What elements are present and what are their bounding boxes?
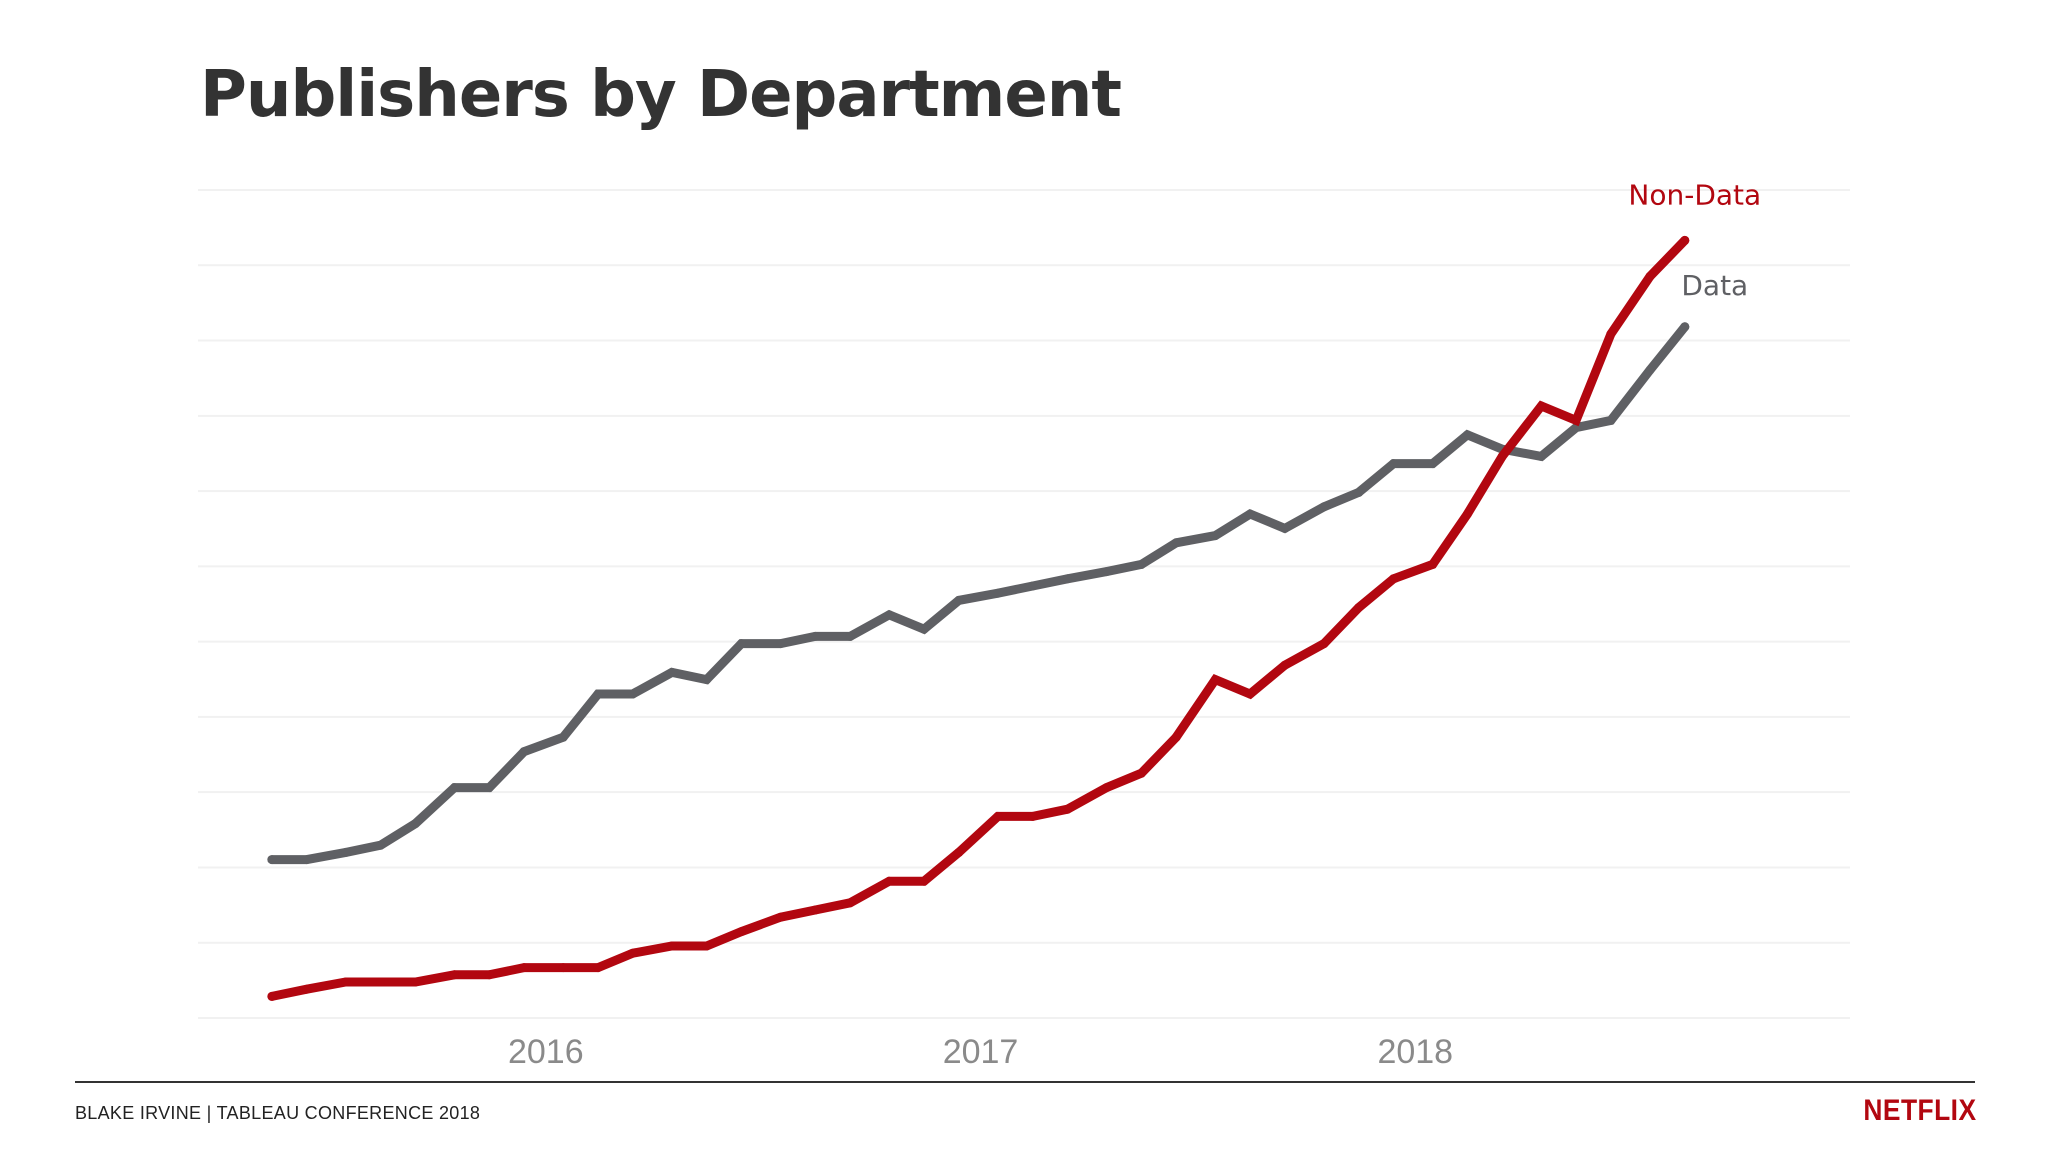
data-point-non-data xyxy=(1319,639,1329,649)
data-point-non-data xyxy=(919,876,929,886)
data-point-data xyxy=(954,595,964,605)
data-point-data xyxy=(1245,509,1255,519)
data-point-non-data xyxy=(1389,574,1399,584)
netflix-logo: NETFLIX xyxy=(1862,1094,1976,1127)
data-point-data xyxy=(341,847,351,857)
data-point-non-data xyxy=(410,977,420,987)
data-point-non-data xyxy=(484,970,494,980)
x-tick-label: 2017 xyxy=(943,1033,1019,1071)
data-point-non-data xyxy=(776,912,786,922)
data-point-non-data xyxy=(1171,732,1181,742)
data-point-non-data xyxy=(1680,235,1690,245)
footer-divider xyxy=(75,1081,1975,1083)
footer-credit: BLAKE IRVINE | TABLEAU CONFERENCE 2018 xyxy=(75,1103,481,1123)
series-line-non-data xyxy=(267,235,1690,1001)
data-point-data xyxy=(1645,365,1655,375)
data-point-data xyxy=(1280,523,1290,533)
data-point-data xyxy=(449,783,459,793)
data-point-non-data xyxy=(954,847,964,857)
data-point-non-data xyxy=(667,941,677,951)
data-point-non-data xyxy=(884,876,894,886)
data-point-data xyxy=(702,675,712,685)
x-tick-label: 2016 xyxy=(508,1033,584,1071)
data-point-non-data xyxy=(1245,689,1255,699)
x-tick-label: 2018 xyxy=(1377,1033,1453,1071)
data-point-non-data xyxy=(810,905,820,915)
data-point-data xyxy=(884,610,894,620)
data-point-non-data xyxy=(1102,783,1112,793)
data-point-data xyxy=(1428,459,1438,469)
data-point-data xyxy=(1536,451,1546,461)
data-point-non-data xyxy=(302,984,312,994)
data-point-non-data xyxy=(1428,559,1438,569)
data-point-data xyxy=(628,689,638,699)
data-point-data xyxy=(919,624,929,634)
data-point-data xyxy=(993,588,1003,598)
data-point-non-data xyxy=(376,977,386,987)
data-point-data xyxy=(519,747,529,757)
data-point-non-data xyxy=(558,963,568,973)
data-point-data xyxy=(1389,459,1399,469)
data-point-non-data xyxy=(845,898,855,908)
data-point-data xyxy=(302,855,312,865)
data-point-data xyxy=(593,689,603,699)
data-point-data xyxy=(736,639,746,649)
data-point-non-data xyxy=(341,977,351,987)
data-point-non-data xyxy=(519,963,529,973)
data-point-non-data xyxy=(1210,675,1220,685)
data-point-non-data xyxy=(1354,603,1364,613)
data-point-non-data xyxy=(628,948,638,958)
data-point-data xyxy=(410,819,420,829)
data-point-non-data xyxy=(1028,811,1038,821)
data-point-non-data xyxy=(1136,768,1146,778)
line-chart: 2016 2017 2018 Data Non-Data xyxy=(198,178,1850,1071)
data-point-data xyxy=(484,783,494,793)
data-point-data xyxy=(1028,581,1038,591)
data-point-data xyxy=(1680,322,1690,332)
data-point-data xyxy=(1606,415,1616,425)
data-point-data xyxy=(667,667,677,677)
data-point-non-data xyxy=(736,927,746,937)
data-point-non-data xyxy=(1571,415,1581,425)
series-label-data: Data xyxy=(1681,269,1748,302)
data-point-data xyxy=(1062,574,1072,584)
data-point-non-data xyxy=(1497,451,1507,461)
data-point-non-data xyxy=(1062,804,1072,814)
data-point-non-data xyxy=(1606,329,1616,339)
data-point-data xyxy=(1462,430,1472,440)
data-point-data xyxy=(1210,531,1220,541)
data-point-data xyxy=(1136,559,1146,569)
chart-title: Publishers by Department xyxy=(200,58,1122,132)
data-point-non-data xyxy=(449,970,459,980)
data-point-data xyxy=(1102,567,1112,577)
data-point-non-data xyxy=(1280,660,1290,670)
data-point-non-data xyxy=(267,991,277,1001)
data-point-data xyxy=(267,855,277,865)
data-point-data xyxy=(1171,538,1181,548)
data-point-data xyxy=(845,631,855,641)
data-point-non-data xyxy=(702,941,712,951)
data-point-data xyxy=(810,631,820,641)
series-line-data xyxy=(267,322,1690,865)
data-point-data xyxy=(558,732,568,742)
data-point-data xyxy=(1319,502,1329,512)
data-point-non-data xyxy=(593,963,603,973)
data-point-non-data xyxy=(1645,271,1655,281)
data-point-data xyxy=(776,639,786,649)
data-point-data xyxy=(1354,487,1364,497)
data-point-non-data xyxy=(993,811,1003,821)
data-point-non-data xyxy=(1462,509,1472,519)
series-label-non-data: Non-Data xyxy=(1628,178,1761,211)
data-point-non-data xyxy=(1536,401,1546,411)
data-point-data xyxy=(376,840,386,850)
